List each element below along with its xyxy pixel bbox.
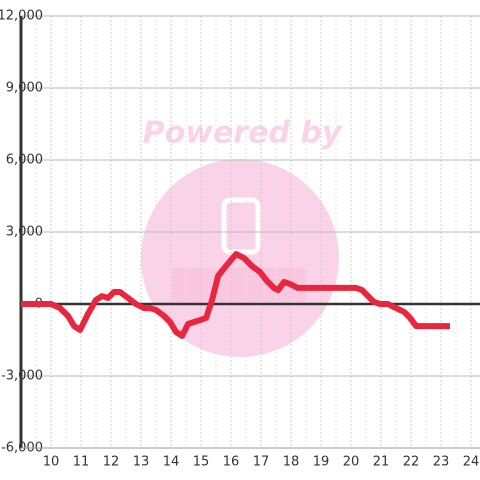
x-tick-label: 13 <box>133 455 150 470</box>
x-tick-label: 20 <box>343 455 360 470</box>
watermark-text: Powered by <box>143 116 343 151</box>
x-tick-label: 19 <box>313 455 330 470</box>
x-tick-label: 21 <box>373 455 390 470</box>
x-tick-label: 18 <box>283 455 300 470</box>
y-tick-label: 3,000 <box>6 225 43 240</box>
x-tick-label: 12 <box>103 455 120 470</box>
x-tick-label: 17 <box>253 455 270 470</box>
x-tick-label: 14 <box>163 455 180 470</box>
x-tick-label: 22 <box>403 455 420 470</box>
x-tick-label: 10 <box>43 455 60 470</box>
x-tick-label: 16 <box>223 455 240 470</box>
x-tick-label: 24 <box>463 455 480 470</box>
y-tick-label: 9,000 <box>6 81 43 96</box>
plot <box>21 251 450 339</box>
y-tick-label: 6,000 <box>6 153 43 168</box>
x-tick-label: 11 <box>73 455 90 470</box>
x-tick-label: 23 <box>433 455 450 470</box>
x-tick-label: 15 <box>193 455 210 470</box>
grid: 101112131415161718192021222324-6,000-3,0… <box>0 9 480 470</box>
data-line <box>21 251 450 339</box>
